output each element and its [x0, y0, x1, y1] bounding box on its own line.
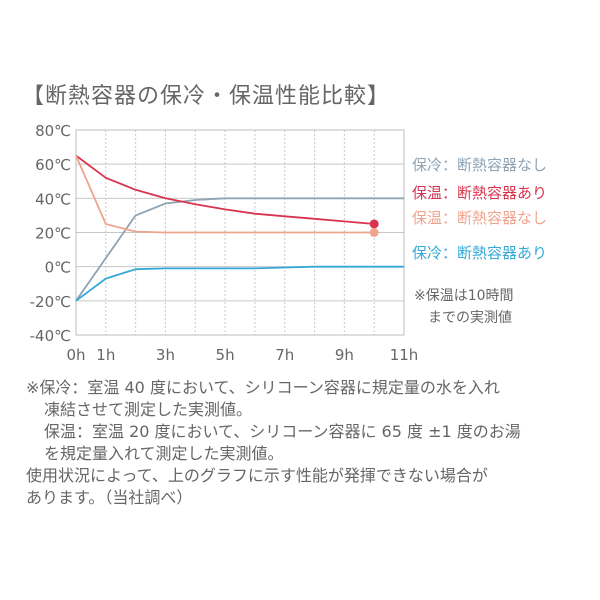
y-tick-label: -40℃ — [30, 327, 71, 345]
series-line-3 — [75, 155, 375, 234]
series-line-2 — [75, 154, 375, 225]
legend-entry-3: 保温：断熱容器なし — [412, 209, 547, 227]
x-tick-label: 3h — [156, 346, 175, 364]
note-line: あります。（当社調べ） — [26, 488, 193, 507]
x-tick-label: 11h — [390, 346, 419, 364]
x-tick-label: 7h — [275, 346, 294, 364]
series-end-marker-2 — [369, 219, 379, 229]
note-line: 使用状況によって、上のグラフに示す性能が発揮できない場合が — [26, 466, 488, 485]
series-line-4 — [75, 265, 404, 302]
note-line: 凍結させて測定した実測値。 — [44, 400, 253, 419]
chart-annotation-line: までの実測値 — [428, 310, 512, 326]
legend-entry-4: 保冷：断熱容器あり — [412, 244, 547, 262]
x-tick-label: 9h — [335, 346, 354, 364]
axis-layer: 80℃ 60℃ 40℃ 20℃ 0℃ -20℃ -40℃0h 1h 3h 5h 7h 9h 11h — [30, 122, 419, 364]
plot-frame — [75, 129, 405, 336]
y-tick-label: -20℃ — [30, 293, 71, 311]
page-title: 【断熱容器の保冷・保温性能比較】 — [22, 84, 391, 109]
y-tick-label: 80℃ — [35, 122, 71, 140]
y-tick-label: 60℃ — [35, 156, 71, 174]
series-layer — [75, 154, 404, 302]
x-tick-label: 1h — [96, 346, 115, 364]
x-tick-label: 0h — [66, 346, 85, 364]
y-tick-label: 0℃ — [45, 259, 71, 277]
note-line: を規定量入れて測定した実測値。 — [44, 444, 284, 463]
temperature-line-chart: 80℃ 60℃ 40℃ 20℃ 0℃ -20℃ -40℃0h 1h 3h 5h 7h 9h 11h 保冷… — [30, 122, 547, 364]
series-line-1 — [75, 197, 404, 302]
note-line: ※保冷：室温 40 度において、シリコーン容器に規定量の水を入れ — [26, 378, 500, 397]
x-tick-label: 5h — [216, 346, 235, 364]
legend-entry-2: 保温：断熱容器あり — [412, 184, 547, 202]
footnotes: ※保冷：室温 40 度において、シリコーン容器に規定量の水を入れ 凍結させて測定… — [26, 377, 586, 509]
y-tick-label: 20℃ — [35, 225, 71, 243]
series-end-marker-3 — [369, 228, 379, 237]
legend-entry-1: 保冷：断熱容器なし — [412, 156, 547, 174]
chart-annotation-line: ※保温は10時間 — [414, 288, 514, 304]
y-tick-label: 40℃ — [35, 190, 71, 208]
note-line: 保温：室温 20 度において、シリコーン容器に 65 度 ±1 度のお湯 — [44, 422, 521, 441]
